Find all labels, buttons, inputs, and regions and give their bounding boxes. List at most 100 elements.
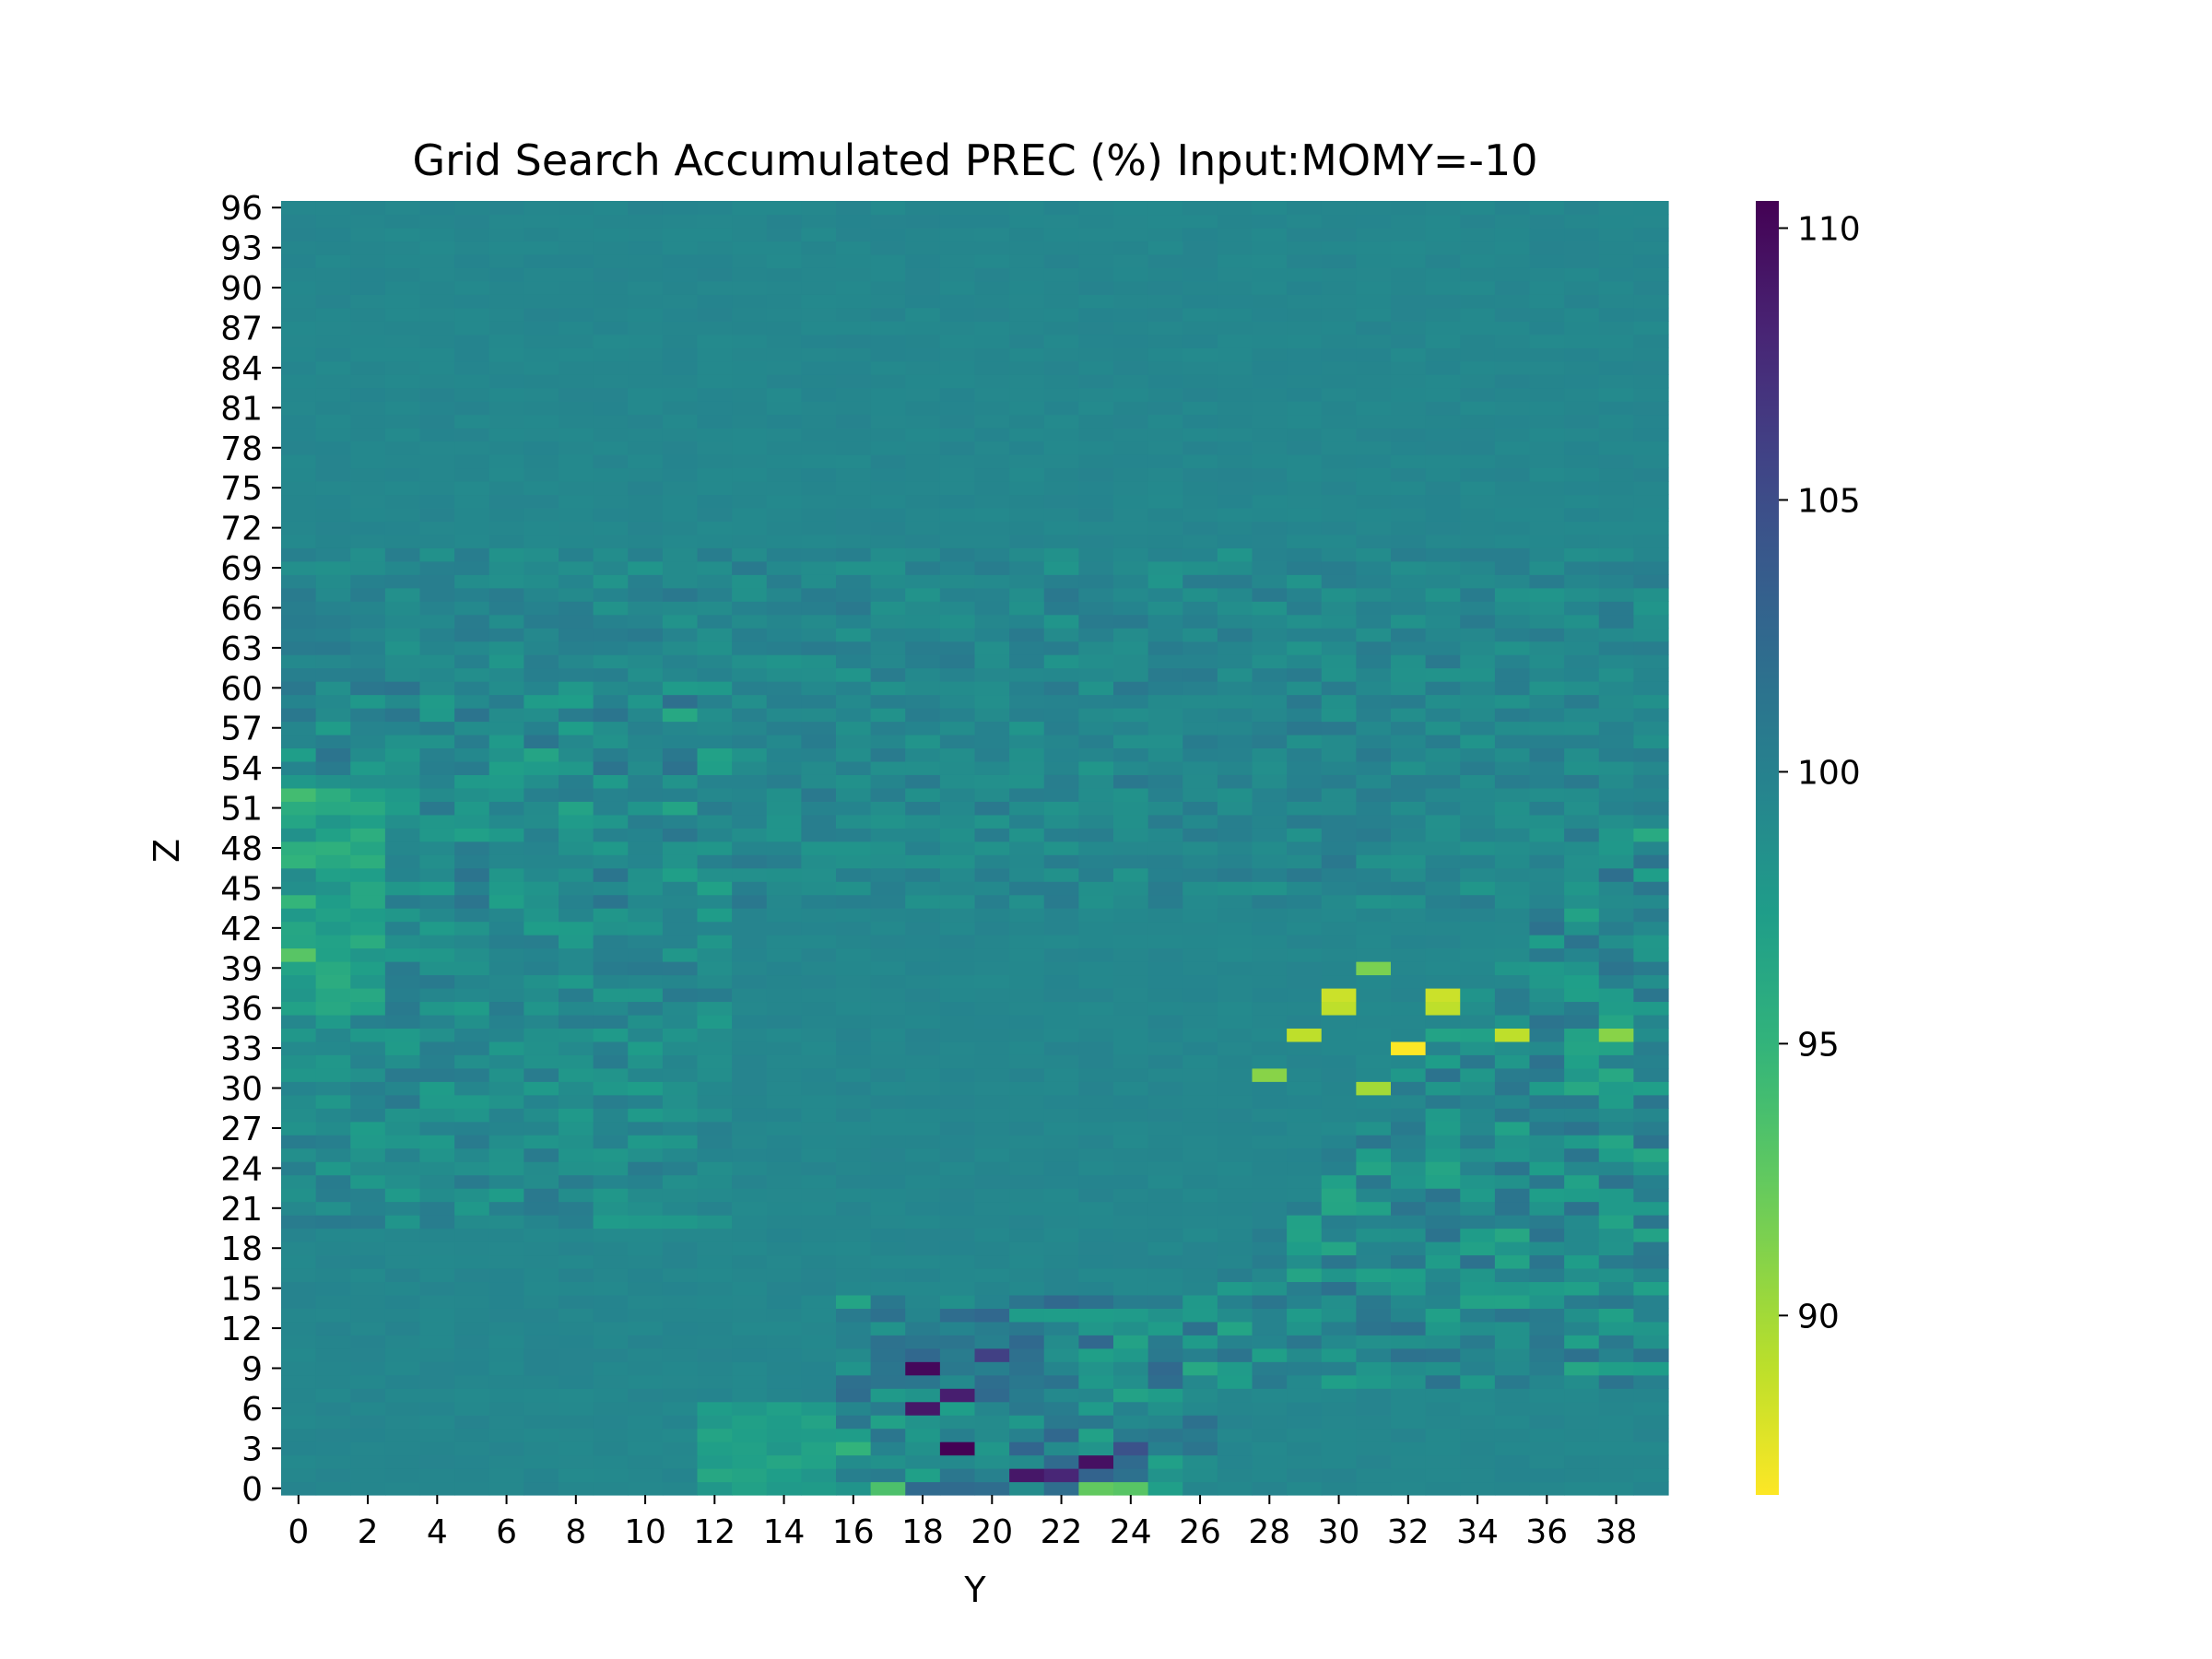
heatmap-cell	[836, 587, 872, 602]
heatmap-cell	[974, 347, 1010, 362]
heatmap-cell	[281, 721, 317, 735]
heatmap-cell	[384, 694, 421, 709]
heatmap-cell	[628, 628, 664, 642]
heatmap-cell	[384, 1041, 421, 1055]
heatmap-cell	[1252, 854, 1288, 869]
heatmap-cell	[732, 654, 768, 669]
heatmap-cell	[1633, 1147, 1669, 1162]
heatmap-cell	[281, 374, 317, 389]
heatmap-cell	[905, 734, 941, 749]
heatmap-cell	[939, 1188, 976, 1203]
heatmap-cell	[662, 467, 699, 482]
heatmap-cell	[1598, 227, 1634, 242]
heatmap-cell	[870, 1321, 906, 1335]
heatmap-cell	[974, 908, 1010, 923]
heatmap-cell	[454, 694, 490, 709]
heatmap-cell	[1391, 507, 1427, 522]
heatmap-cell	[281, 1468, 317, 1483]
heatmap-cell	[1287, 1041, 1323, 1055]
heatmap-cell	[1529, 1215, 1565, 1230]
heatmap-cell	[1043, 1147, 1079, 1162]
heatmap-cell	[454, 614, 490, 629]
heatmap-cell	[1529, 1308, 1565, 1323]
heatmap-cell	[1460, 987, 1496, 1003]
heatmap-cell	[1217, 347, 1253, 362]
heatmap-cell	[559, 201, 594, 216]
heatmap-cell	[939, 1428, 976, 1442]
heatmap-cell	[628, 721, 664, 735]
heatmap-cell	[315, 507, 351, 522]
heatmap-cell	[1356, 867, 1392, 882]
heatmap-cell	[1391, 428, 1427, 442]
heatmap-cell	[1113, 374, 1149, 389]
heatmap-cell	[1078, 560, 1114, 575]
heatmap-cell	[1460, 280, 1496, 295]
heatmap-cell	[419, 1094, 455, 1109]
heatmap-cell	[1425, 1361, 1461, 1376]
heatmap-cell	[1147, 828, 1183, 842]
heatmap-cell	[1460, 801, 1496, 816]
heatmap-cell	[1287, 441, 1323, 455]
heatmap-cell	[1598, 1335, 1634, 1349]
heatmap-cell	[350, 480, 386, 496]
heatmap-cell	[939, 1215, 976, 1230]
heatmap-cell	[905, 667, 941, 682]
heatmap-cell	[974, 760, 1010, 775]
heatmap-cell	[1287, 841, 1323, 855]
heatmap-cell	[559, 814, 594, 829]
heatmap-cell	[766, 747, 802, 762]
heatmap-cell	[559, 708, 594, 723]
heatmap-cell	[350, 401, 386, 416]
heatmap-cell	[1391, 441, 1427, 455]
heatmap-cell	[488, 774, 524, 789]
heatmap-cell	[1633, 1415, 1669, 1430]
heatmap-cell	[384, 347, 421, 362]
heatmap-cell	[281, 253, 317, 268]
heatmap-cell	[384, 760, 421, 775]
heatmap-cell	[801, 1094, 837, 1109]
heatmap-cell	[1425, 414, 1461, 429]
heatmap-cell	[488, 360, 524, 375]
heatmap-cell	[454, 1147, 490, 1162]
heatmap-cell	[1321, 734, 1357, 749]
heatmap-cell	[1217, 654, 1253, 669]
heatmap-cell	[350, 987, 386, 1003]
heatmap-cell	[593, 1415, 629, 1430]
heatmap-cell	[836, 387, 872, 402]
heatmap-cell	[1147, 667, 1183, 682]
heatmap-cell	[801, 387, 837, 402]
heatmap-cell	[488, 1228, 524, 1242]
heatmap-cell	[1494, 1228, 1531, 1242]
heatmap-cell	[488, 1308, 524, 1323]
heatmap-cell	[905, 881, 941, 896]
heatmap-cell	[350, 1468, 386, 1483]
heatmap-cell	[1182, 1361, 1218, 1376]
heatmap-cell	[419, 760, 455, 775]
heatmap-cell	[974, 828, 1010, 842]
heatmap-cell	[488, 667, 524, 682]
heatmap-cell	[559, 1441, 594, 1456]
heatmap-cell	[628, 587, 664, 602]
heatmap-cell	[593, 787, 629, 802]
heatmap-cell	[662, 214, 699, 229]
heatmap-cell	[559, 1294, 594, 1309]
heatmap-cell	[1494, 1454, 1531, 1469]
heatmap-cell	[1529, 1347, 1565, 1362]
heatmap-cell	[1217, 1468, 1253, 1483]
heatmap-cell	[315, 814, 351, 829]
heatmap-cell	[1494, 787, 1531, 802]
heatmap-cell	[1494, 1388, 1531, 1403]
heatmap-cell	[939, 1347, 976, 1362]
heatmap-cell	[1598, 1388, 1634, 1403]
heatmap-cell	[1043, 1108, 1079, 1123]
heatmap-cell	[1182, 560, 1218, 575]
heatmap-cell	[939, 587, 976, 602]
heatmap-cell	[662, 1161, 699, 1176]
heatmap-cell	[350, 441, 386, 455]
heatmap-cell	[1356, 814, 1392, 829]
heatmap-cell	[384, 1335, 421, 1349]
heatmap-cell	[419, 428, 455, 442]
heatmap-cell	[628, 454, 664, 469]
heatmap-cell	[1043, 321, 1079, 335]
